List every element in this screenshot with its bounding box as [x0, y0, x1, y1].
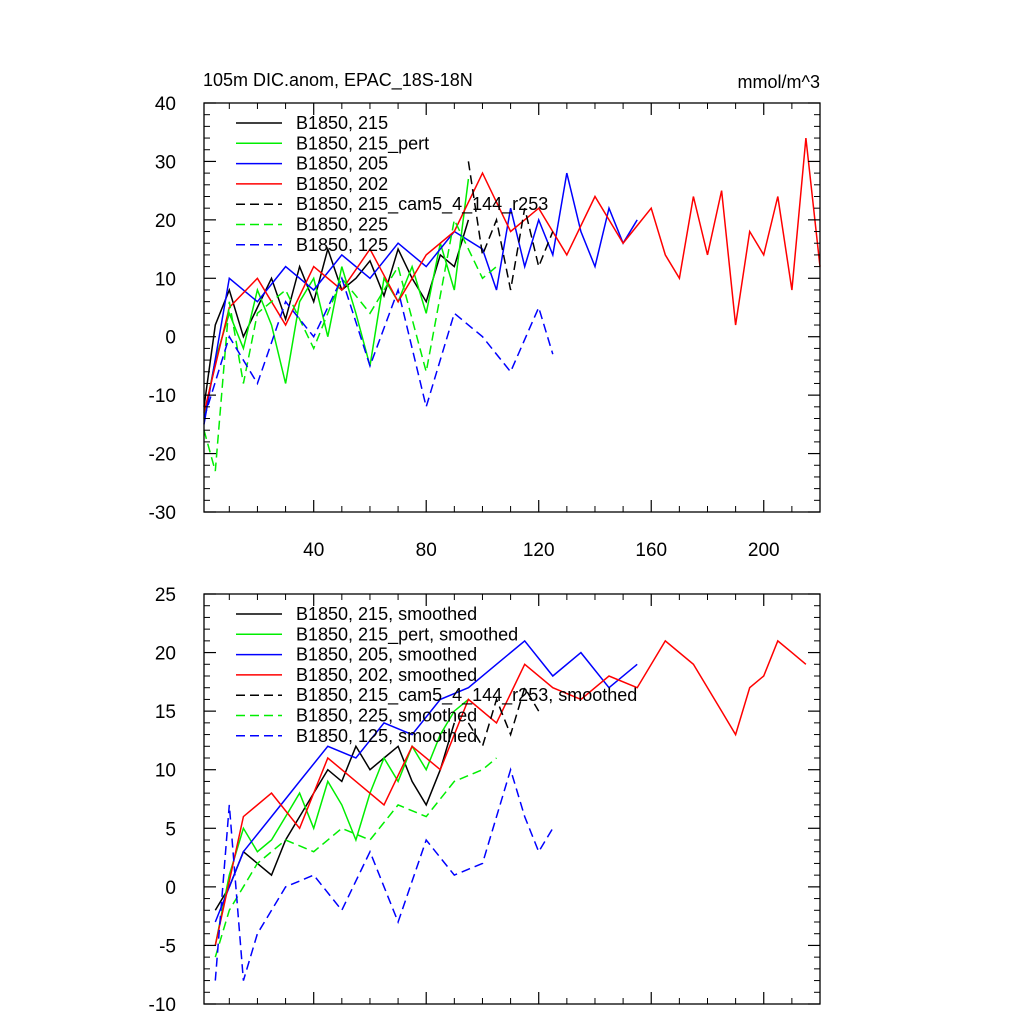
y-tick-label: 0 [165, 878, 176, 899]
series-line-0-0 [203, 219, 470, 407]
series-line-0-4 [467, 161, 554, 291]
legend-label: B1850, 125 [296, 235, 388, 255]
y-tick-label: 5 [165, 819, 176, 840]
y-tick-label: 20 [155, 211, 176, 232]
legend-label: B1850, 215_pert [296, 133, 429, 154]
y-tick-label: -10 [149, 995, 176, 1016]
series-line-0-1 [203, 178, 470, 419]
legend-label: B1850, 202 [296, 174, 388, 194]
legend-label: B1850, 215, smoothed [296, 604, 477, 624]
series-line-0-6 [203, 276, 554, 419]
x-tick-label: 120 [523, 540, 555, 561]
legend-label: B1850, 215 [296, 113, 388, 133]
plot-frame-1 [203, 593, 821, 1005]
y-tick-label: 10 [155, 269, 176, 290]
legend-label: B1850, 225, smoothed [296, 706, 477, 726]
series-line-0-5 [203, 217, 497, 472]
y-tick-label: -30 [149, 503, 176, 524]
legend-label: B1850, 215_cam5_4_144_r253, smoothed [296, 685, 637, 706]
legend-label: B1850, 125, smoothed [296, 726, 477, 746]
y-tick-label: 0 [165, 328, 176, 349]
y-tick-label: -5 [159, 936, 176, 957]
series-line-1-1 [214, 698, 469, 946]
legend-label: B1850, 225 [296, 215, 388, 235]
legend-label: B1850, 205 [296, 154, 388, 174]
series-line-1-6 [214, 767, 554, 981]
series-line-1-0 [214, 722, 456, 911]
legend-label: B1850, 215_pert, smoothed [296, 624, 518, 645]
x-tick-label: 40 [303, 540, 324, 561]
plot-frame-0 [203, 102, 821, 513]
legend-label: B1850, 202, smoothed [296, 665, 477, 685]
x-tick-label: 160 [635, 540, 667, 561]
series-line-0-2 [203, 172, 638, 425]
series-line-1-2 [214, 639, 638, 923]
series-line-0-3 [203, 138, 821, 413]
legend-label: B1850, 205, smoothed [296, 645, 477, 665]
series-line-1-5 [214, 757, 497, 958]
y-tick-label: -20 [149, 445, 176, 466]
x-tick-label: 200 [748, 540, 780, 561]
y-tick-label: 30 [155, 152, 176, 173]
y-tick-label: 10 [155, 761, 176, 782]
y-tick-label: 25 [155, 585, 176, 606]
y-tick-label: 40 [155, 94, 176, 115]
chart-title: 105m DIC.anom, EPAC_18S-18N [203, 70, 473, 91]
units-label: mmol/m^3 [738, 72, 820, 92]
y-tick-label: 20 [155, 644, 176, 665]
series-line-1-4 [467, 685, 540, 749]
series-line-1-3 [214, 639, 807, 946]
x-tick-label: 80 [416, 540, 437, 561]
legend-label: B1850, 215_cam5_4_144_r253 [296, 194, 548, 215]
y-tick-label: -10 [149, 386, 176, 407]
y-tick-label: 15 [155, 702, 176, 723]
